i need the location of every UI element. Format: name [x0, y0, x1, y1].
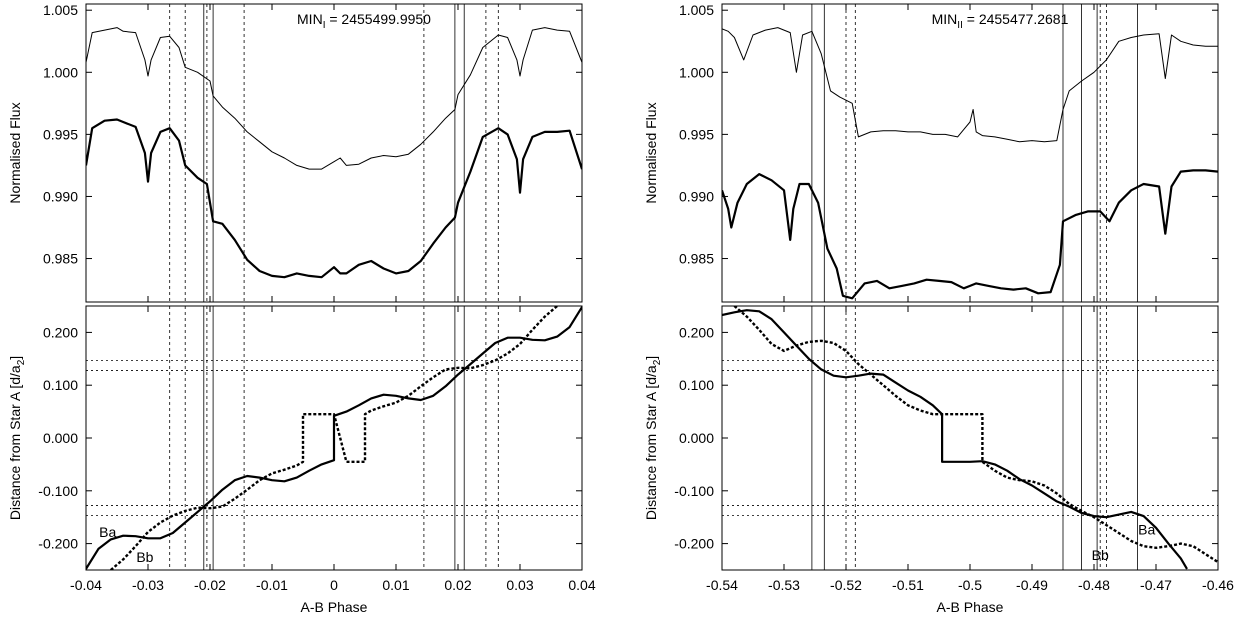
- series-line-thick: [86, 118, 582, 279]
- y-tick-label: -0.100: [38, 483, 78, 499]
- x-tick-label: -0.03: [132, 577, 164, 593]
- series-label: Bb: [136, 549, 153, 565]
- x-tick-label: -0.51: [892, 577, 924, 593]
- y-axis-label: Distance from Star A [d/a2]: [7, 356, 27, 520]
- y-tick-label: 0.985: [43, 251, 78, 267]
- x-tick-label: -0.53: [768, 577, 800, 593]
- y-tick-label: 0.100: [43, 377, 78, 393]
- y-tick-label: 0.995: [679, 126, 714, 142]
- x-tick-label: -0.02: [194, 577, 226, 593]
- y-tick-label: 1.005: [679, 2, 714, 18]
- x-axis-label: A-B Phase: [301, 599, 368, 615]
- x-tick-label: -0.04: [70, 577, 102, 593]
- x-tick-label: 0.02: [444, 577, 471, 593]
- x-tick-label: -0.49: [1016, 577, 1048, 593]
- panel-top-right: 0.985 0.990 0.995 1.000 1.005 Normalised Flux…: [643, 2, 1219, 303]
- series-label: Ba: [99, 524, 116, 540]
- x-tick-label: 0.04: [568, 577, 595, 593]
- plot-frame: [85, 3, 583, 303]
- y-tick-label: 0.985: [679, 251, 714, 267]
- min-annotation: MINI = 2455499.9950: [297, 11, 431, 31]
- y-tick-label: 0.995: [43, 126, 78, 142]
- y-tick-label: 1.000: [679, 64, 714, 80]
- y-axis-label: Normalised Flux: [643, 102, 659, 203]
- x-axis-label: A-B Phase: [937, 599, 1004, 615]
- series-label: Bb: [1092, 547, 1109, 563]
- y-tick-label: 1.005: [43, 2, 78, 18]
- x-tick-label: -0.52: [830, 577, 862, 593]
- y-tick-label: 0.000: [43, 430, 78, 446]
- series-line-thin: [86, 27, 582, 170]
- x-tick-label: -0.48: [1078, 577, 1110, 593]
- y-tick-label: -0.100: [674, 483, 714, 499]
- min-annotation: MINII = 2455477.2681: [932, 11, 1069, 31]
- plot-frame: [721, 3, 1219, 303]
- panel-bottom-left: -0.200 -0.100 0.000 0.100 0.200 -0.04 -0.03 -0.…: [7, 305, 596, 615]
- series-line-solid: [722, 309, 1188, 570]
- panel-bottom-right: -0.200 -0.100 0.000 0.100 0.200 -0.54 -0.53 -0.…: [643, 305, 1234, 615]
- y-tick-label: 0.100: [679, 377, 714, 393]
- y-tick-label: 1.000: [43, 64, 78, 80]
- y-axis-label: Normalised Flux: [7, 102, 23, 203]
- x-tick-label: -0.46: [1202, 577, 1234, 593]
- y-tick-label: 0.990: [43, 188, 78, 204]
- x-tick-label: 0.01: [382, 577, 409, 593]
- x-tick-label: -0.5: [958, 577, 982, 593]
- x-tick-label: -0.47: [1140, 577, 1172, 593]
- series-label: Ba: [1138, 521, 1155, 537]
- x-tick-label: -0.54: [706, 577, 738, 593]
- y-tick-label: 0.200: [679, 324, 714, 340]
- x-tick-label: 0: [330, 577, 338, 593]
- y-tick-label: -0.200: [674, 536, 714, 552]
- y-tick-label: 0.000: [679, 430, 714, 446]
- series-line-thick: [722, 169, 1218, 300]
- series-line-dotted: [733, 306, 1218, 564]
- y-tick-label: 0.990: [679, 188, 714, 204]
- x-tick-label: 0.03: [506, 577, 533, 593]
- series-line-dotted: [110, 306, 558, 570]
- y-tick-label: 0.200: [43, 324, 78, 340]
- x-tick-label: -0.01: [256, 577, 288, 593]
- panel-top-left: 0.985 0.990 0.995 1.000 1.005 Normalised Flux…: [7, 2, 583, 303]
- series-line-solid: [86, 306, 582, 570]
- y-tick-label: -0.200: [38, 536, 78, 552]
- y-axis-label: Distance from Star A [d/a2]: [643, 356, 663, 520]
- series-line-thin: [722, 27, 1218, 143]
